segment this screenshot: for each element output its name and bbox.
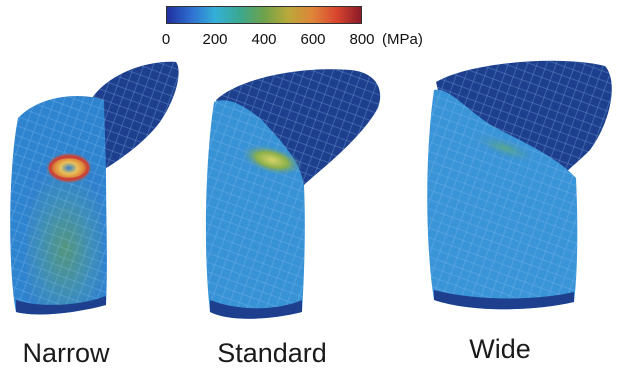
- wide-stress-hotspot: [472, 133, 538, 163]
- panel-label-narrow: Narrow: [22, 338, 110, 368]
- wide-body-mesh: [427, 89, 578, 310]
- standard-base-shadow: [210, 300, 302, 319]
- colorbar-tick-600: 600: [300, 31, 326, 48]
- narrow-cusp-mesh: [92, 61, 179, 172]
- colorbar-tick-0: 0: [161, 31, 171, 48]
- colorbar-tick-400: 400: [251, 31, 277, 48]
- model-wide: [427, 60, 612, 310]
- standard-stress-hotspot: [240, 144, 304, 176]
- colorbar-tick-800: 800: [349, 31, 375, 48]
- wide-base-shadow: [434, 290, 574, 310]
- panel-label-wide: Wide: [469, 334, 531, 364]
- colorbar: 0 200 400 600 800: [162, 6, 375, 56]
- narrow-base-shadow: [16, 296, 106, 315]
- model-narrow: [10, 61, 179, 315]
- model-standard: [205, 69, 381, 319]
- standard-cusp-mesh: [216, 69, 381, 185]
- colorbar-unit-label: (MPa): [382, 31, 423, 48]
- panel-label-standard: Standard: [217, 338, 327, 368]
- colorbar-tick-200: 200: [202, 31, 228, 48]
- narrow-body-mesh: [10, 95, 107, 315]
- colorbar-gradient: [166, 6, 362, 24]
- narrow-stress-ring: [48, 155, 90, 181]
